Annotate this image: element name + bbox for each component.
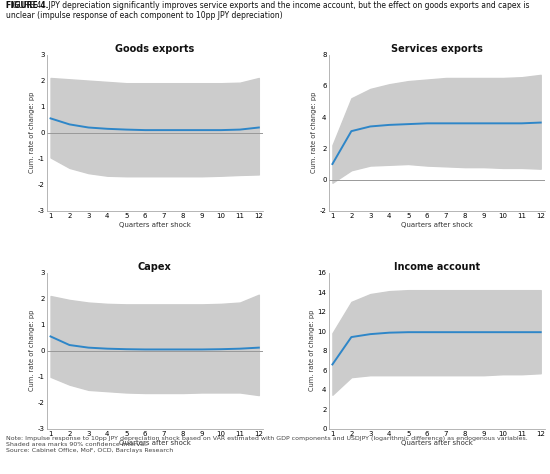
Text: FIGURE 4.: FIGURE 4. — [6, 1, 53, 10]
X-axis label: Quarters after shock: Quarters after shock — [119, 222, 191, 228]
Title: Income account: Income account — [393, 262, 480, 272]
X-axis label: Quarters after shock: Quarters after shock — [119, 440, 191, 446]
Y-axis label: Cum. rate of change: pp: Cum. rate of change: pp — [309, 310, 315, 392]
Title: Capex: Capex — [138, 262, 172, 272]
Text: Note: Impulse response to 10pp JPY depreciation shock based on VAR estimated wit: Note: Impulse response to 10pp JPY depre… — [6, 436, 527, 453]
X-axis label: Quarters after shock: Quarters after shock — [400, 222, 472, 228]
Y-axis label: Cum. rate of change: pp: Cum. rate of change: pp — [29, 92, 35, 173]
Y-axis label: Cum. rate of change: pp: Cum. rate of change: pp — [311, 92, 317, 173]
Title: Services exports: Services exports — [390, 44, 482, 54]
X-axis label: Quarters after shock: Quarters after shock — [400, 440, 472, 446]
Text: FIGURE 4.  JPY depreciation significantly improves service exports and the incom: FIGURE 4. JPY depreciation significantly… — [6, 1, 529, 20]
Title: Goods exports: Goods exports — [115, 44, 194, 54]
Y-axis label: Cum. rate of change: pp: Cum. rate of change: pp — [29, 310, 35, 392]
